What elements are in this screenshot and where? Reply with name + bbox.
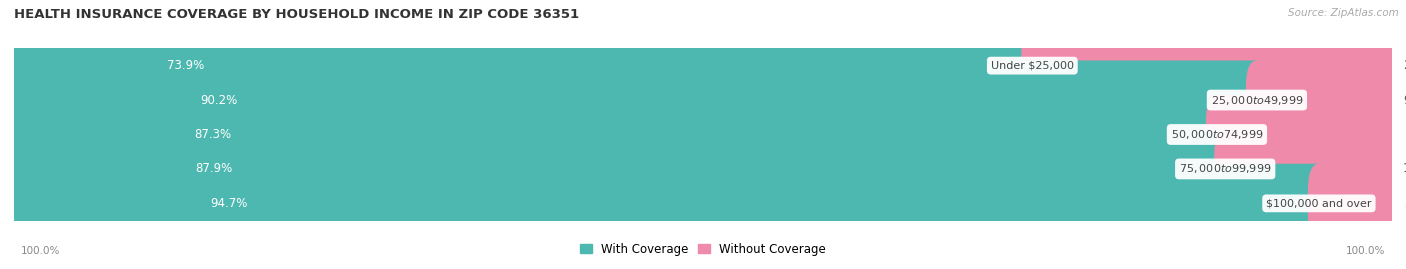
FancyBboxPatch shape [1246, 61, 1403, 140]
Text: 100.0%: 100.0% [1346, 246, 1385, 256]
Text: 90.2%: 90.2% [201, 94, 238, 107]
Text: 5.4%: 5.4% [1405, 197, 1406, 210]
Text: 26.1%: 26.1% [1403, 59, 1406, 72]
FancyBboxPatch shape [14, 117, 1392, 152]
Text: Under $25,000: Under $25,000 [991, 61, 1074, 71]
FancyBboxPatch shape [14, 83, 1392, 117]
Text: 73.9%: 73.9% [167, 59, 204, 72]
Legend: With Coverage, Without Coverage: With Coverage, Without Coverage [575, 238, 831, 260]
FancyBboxPatch shape [14, 186, 1392, 221]
FancyBboxPatch shape [3, 26, 1043, 105]
Text: 87.3%: 87.3% [194, 128, 232, 141]
Text: 94.7%: 94.7% [209, 197, 247, 210]
Text: 87.9%: 87.9% [195, 162, 233, 175]
FancyBboxPatch shape [1021, 26, 1403, 105]
FancyBboxPatch shape [14, 48, 1392, 83]
FancyBboxPatch shape [1215, 129, 1403, 208]
FancyBboxPatch shape [1206, 95, 1405, 174]
Text: 12.1%: 12.1% [1403, 162, 1406, 175]
Text: $50,000 to $74,999: $50,000 to $74,999 [1171, 128, 1263, 141]
Text: 12.8%: 12.8% [1405, 128, 1406, 141]
Text: $75,000 to $99,999: $75,000 to $99,999 [1180, 162, 1271, 175]
Text: $25,000 to $49,999: $25,000 to $49,999 [1211, 94, 1303, 107]
Text: 100.0%: 100.0% [21, 246, 60, 256]
FancyBboxPatch shape [3, 129, 1236, 208]
FancyBboxPatch shape [3, 164, 1330, 243]
Text: Source: ZipAtlas.com: Source: ZipAtlas.com [1288, 8, 1399, 18]
FancyBboxPatch shape [3, 95, 1227, 174]
FancyBboxPatch shape [1308, 164, 1405, 243]
Text: HEALTH INSURANCE COVERAGE BY HOUSEHOLD INCOME IN ZIP CODE 36351: HEALTH INSURANCE COVERAGE BY HOUSEHOLD I… [14, 8, 579, 21]
FancyBboxPatch shape [3, 61, 1268, 140]
FancyBboxPatch shape [14, 152, 1392, 186]
Text: 9.8%: 9.8% [1403, 94, 1406, 107]
Text: $100,000 and over: $100,000 and over [1267, 198, 1372, 208]
